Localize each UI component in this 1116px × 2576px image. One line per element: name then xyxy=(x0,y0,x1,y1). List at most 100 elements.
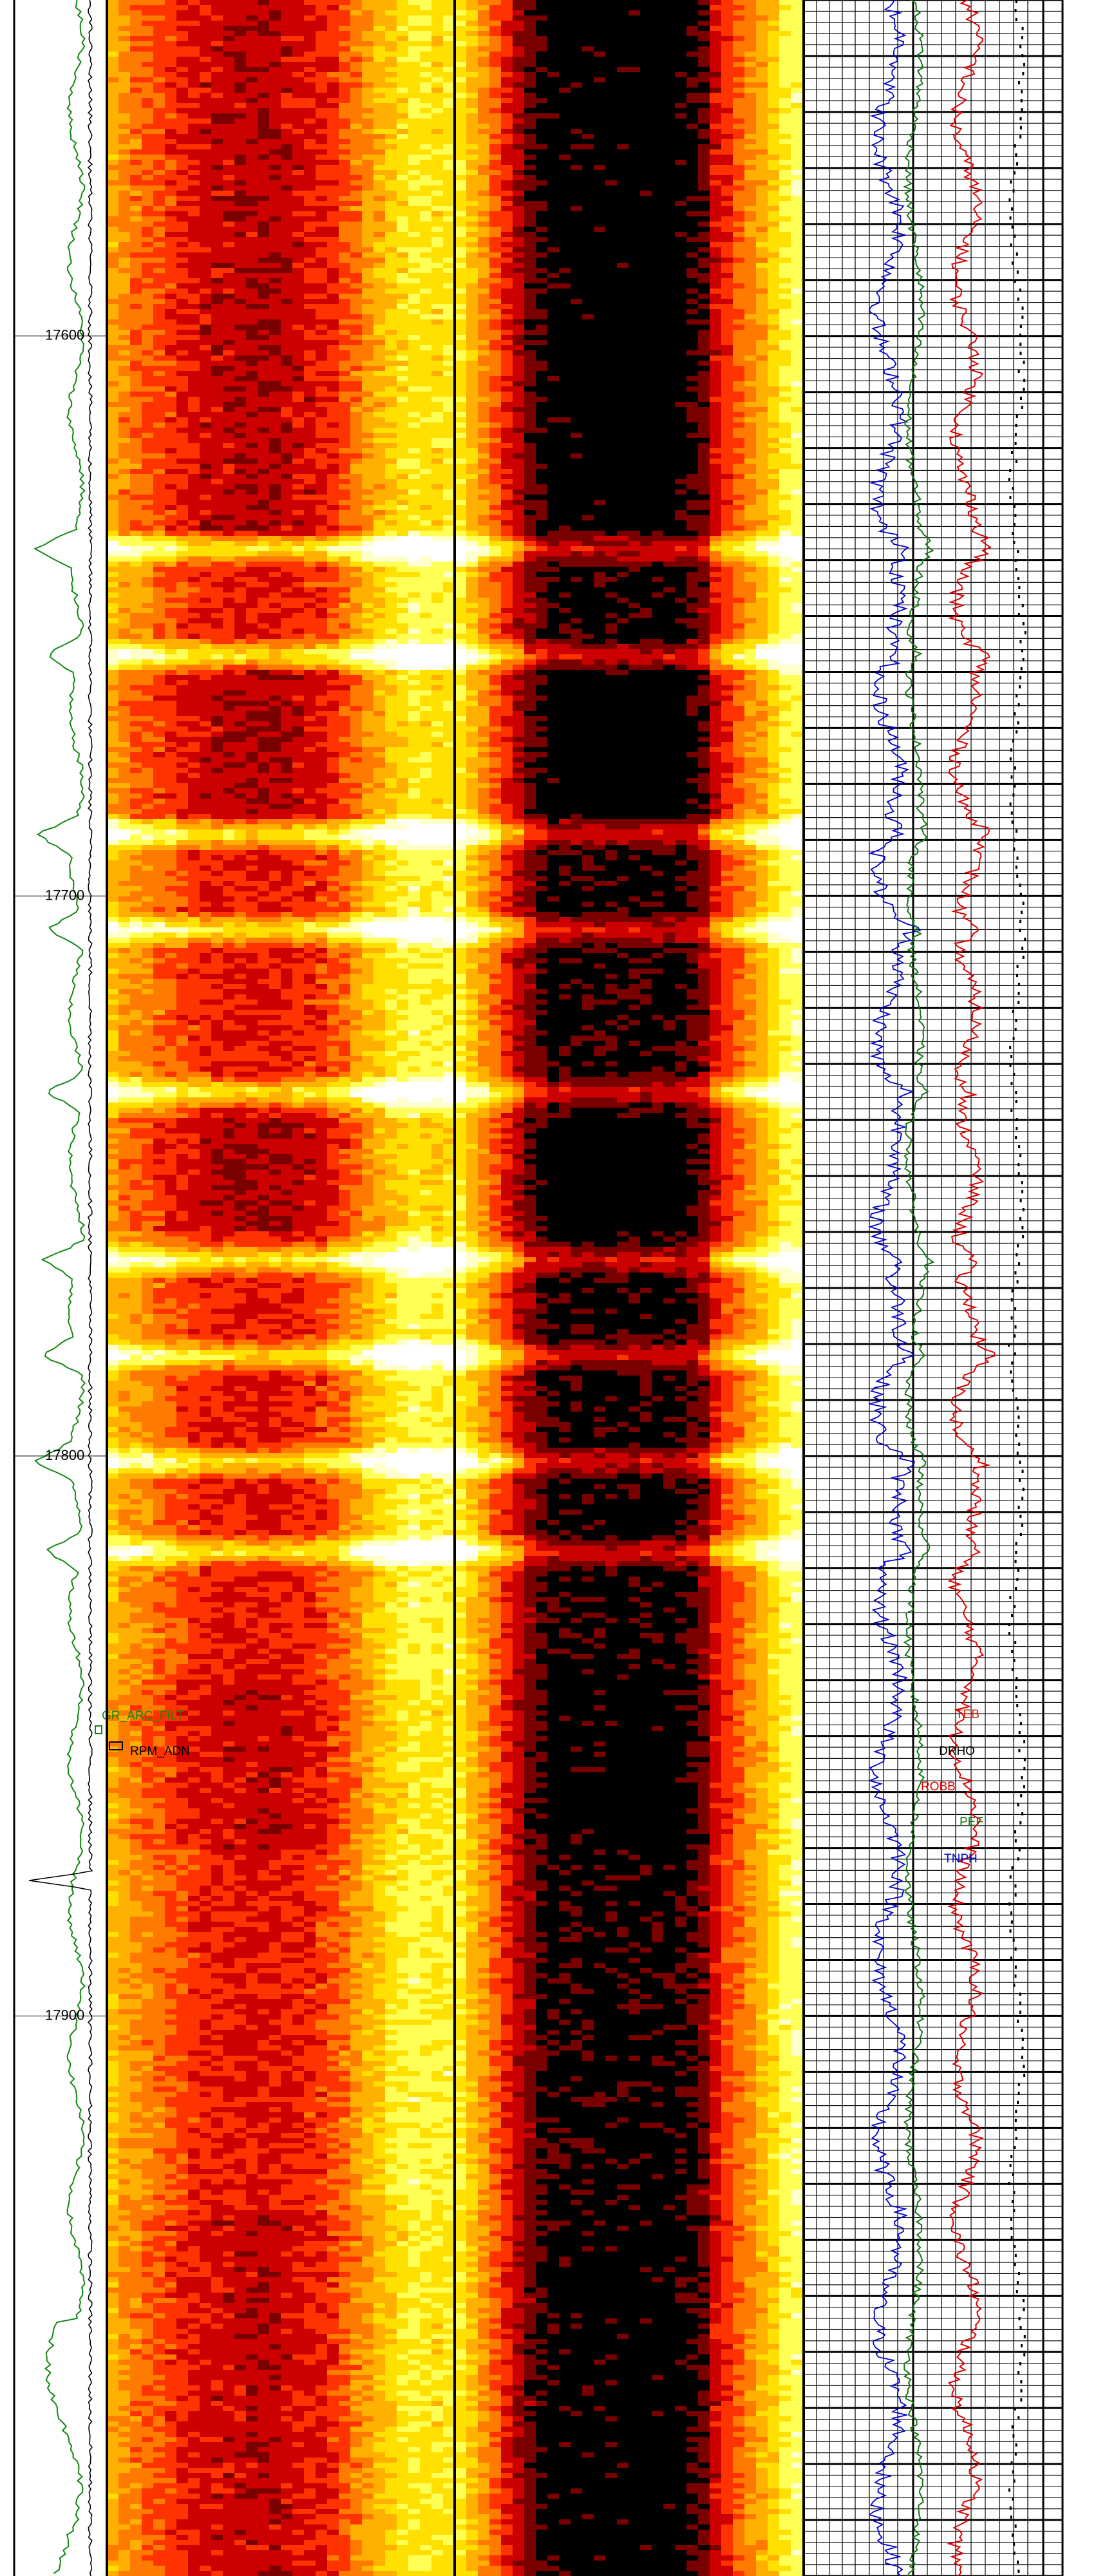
image-pixel xyxy=(397,459,408,464)
image-pixel xyxy=(339,500,350,505)
image-pixel xyxy=(339,505,350,510)
image-pixel xyxy=(246,644,258,649)
image-pixel xyxy=(420,314,431,319)
image-pixel xyxy=(200,57,211,62)
image-pixel xyxy=(443,355,455,361)
image-pixel xyxy=(397,665,408,670)
image-pixel xyxy=(130,232,142,237)
image-pixel xyxy=(374,412,385,417)
image-pixel xyxy=(211,443,223,448)
image-pixel xyxy=(339,572,350,577)
image-pixel xyxy=(281,62,292,67)
image-pixel xyxy=(316,330,327,335)
image-pixel xyxy=(292,304,304,309)
image-pixel xyxy=(350,21,362,26)
image-pixel xyxy=(176,665,188,670)
image-pixel xyxy=(292,237,304,242)
image-pixel xyxy=(130,201,142,206)
image-pixel xyxy=(118,376,130,381)
image-pixel xyxy=(304,67,316,72)
image-pixel xyxy=(281,345,292,350)
image-pixel xyxy=(316,144,327,149)
image-pixel xyxy=(385,644,397,649)
image-pixel xyxy=(431,319,443,325)
image-pixel xyxy=(188,397,200,402)
image-pixel xyxy=(350,62,362,67)
image-pixel xyxy=(397,495,408,500)
image-pixel xyxy=(234,191,246,196)
image-pixel xyxy=(292,144,304,149)
image-pixel xyxy=(258,397,269,402)
image-pixel xyxy=(374,242,385,247)
image-pixel xyxy=(408,232,420,237)
image-pixel xyxy=(269,299,281,304)
image-pixel xyxy=(339,67,350,72)
image-pixel xyxy=(316,438,327,443)
image-pixel xyxy=(420,459,431,464)
image-pixel xyxy=(350,185,362,191)
image-pixel xyxy=(443,608,455,613)
image-pixel xyxy=(130,345,142,350)
image-pixel xyxy=(269,639,281,644)
image-pixel xyxy=(142,289,153,294)
image-pixel xyxy=(327,21,339,26)
image-pixel xyxy=(385,634,397,639)
image-pixel xyxy=(292,634,304,639)
image-pixel xyxy=(431,113,443,118)
image-pixel xyxy=(223,484,234,489)
image-pixel xyxy=(107,634,118,639)
image-pixel xyxy=(304,268,316,273)
image-pixel xyxy=(281,562,292,567)
image-pixel xyxy=(292,623,304,629)
image-pixel xyxy=(258,160,269,165)
image-pixel xyxy=(339,309,350,314)
image-pixel xyxy=(350,582,362,587)
image-pixel xyxy=(443,644,455,649)
image-pixel xyxy=(374,603,385,608)
image-pixel xyxy=(304,649,316,654)
image-pixel xyxy=(385,582,397,587)
image-pixel xyxy=(153,659,165,665)
image-pixel xyxy=(374,0,385,5)
image-pixel xyxy=(339,407,350,412)
image-pixel xyxy=(339,649,350,654)
image-pixel xyxy=(362,407,374,412)
image-pixel xyxy=(153,31,165,36)
image-pixel xyxy=(316,551,327,556)
image-pixel xyxy=(176,675,188,680)
image-pixel xyxy=(339,242,350,247)
image-pixel xyxy=(350,649,362,654)
image-pixel xyxy=(246,623,258,629)
image-pixel xyxy=(362,551,374,556)
image-pixel xyxy=(107,36,118,41)
image-pixel xyxy=(118,77,130,82)
image-pixel xyxy=(153,428,165,433)
image-pixel xyxy=(165,608,176,613)
image-pixel xyxy=(269,211,281,216)
image-pixel xyxy=(269,98,281,103)
image-pixel xyxy=(304,350,316,355)
image-pixel xyxy=(269,417,281,422)
image-pixel xyxy=(431,62,443,67)
image-pixel xyxy=(316,196,327,201)
image-pixel xyxy=(234,268,246,273)
image-pixel xyxy=(292,422,304,428)
image-pixel xyxy=(188,185,200,191)
image-pixel xyxy=(269,623,281,629)
image-pixel xyxy=(223,340,234,345)
image-pixel xyxy=(431,335,443,340)
image-pixel xyxy=(339,335,350,340)
image-pixel xyxy=(420,670,431,675)
image-pixel xyxy=(153,422,165,428)
image-pixel xyxy=(281,314,292,319)
image-pixel xyxy=(223,330,234,335)
image-pixel xyxy=(431,386,443,392)
image-pixel xyxy=(350,428,362,433)
image-pixel xyxy=(420,191,431,196)
image-pixel xyxy=(211,469,223,474)
image-pixel xyxy=(281,129,292,134)
image-pixel xyxy=(165,665,176,670)
image-pixel xyxy=(443,417,455,422)
image-pixel xyxy=(420,556,431,562)
image-pixel xyxy=(385,108,397,113)
